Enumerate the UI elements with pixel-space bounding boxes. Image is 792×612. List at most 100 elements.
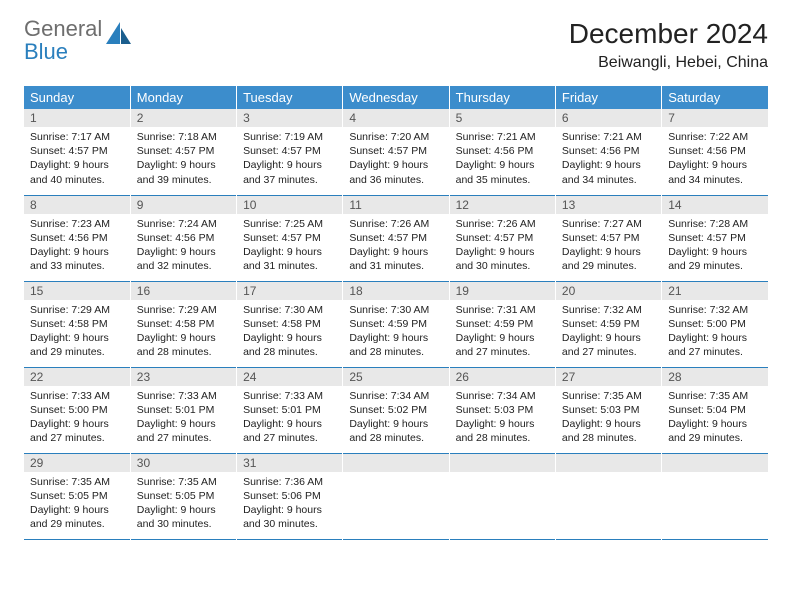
empty-day-bar — [450, 454, 555, 472]
sunrise-line: Sunrise: 7:26 AM — [349, 217, 442, 231]
logo-sail-icon — [106, 22, 132, 49]
month-title: December 2024 — [569, 18, 768, 50]
sunset-line: Sunset: 4:56 PM — [30, 231, 124, 245]
calendar-week-row: 1Sunrise: 7:17 AMSunset: 4:57 PMDaylight… — [24, 109, 768, 195]
sunrise-line: Sunrise: 7:17 AM — [30, 130, 124, 144]
calendar-day-cell: 13Sunrise: 7:27 AMSunset: 4:57 PMDayligh… — [555, 195, 661, 281]
calendar-table: Sunday Monday Tuesday Wednesday Thursday… — [24, 86, 768, 540]
day-details: Sunrise: 7:33 AMSunset: 5:00 PMDaylight:… — [24, 386, 130, 450]
day-details: Sunrise: 7:26 AMSunset: 4:57 PMDaylight:… — [450, 214, 555, 278]
calendar-day-cell — [449, 453, 555, 539]
daylight-line-1: Daylight: 9 hours — [562, 417, 655, 431]
sunrise-line: Sunrise: 7:33 AM — [137, 389, 230, 403]
daylight-line-2: and 37 minutes. — [243, 173, 336, 187]
sunset-line: Sunset: 4:56 PM — [137, 231, 230, 245]
day-details: Sunrise: 7:35 AMSunset: 5:03 PMDaylight:… — [556, 386, 661, 450]
calendar-day-cell: 26Sunrise: 7:34 AMSunset: 5:03 PMDayligh… — [449, 367, 555, 453]
weekday-monday: Monday — [130, 86, 236, 109]
day-details: Sunrise: 7:32 AMSunset: 4:59 PMDaylight:… — [556, 300, 661, 364]
day-details: Sunrise: 7:23 AMSunset: 4:56 PMDaylight:… — [24, 214, 130, 278]
daylight-line-1: Daylight: 9 hours — [243, 503, 336, 517]
sunset-line: Sunset: 4:57 PM — [137, 144, 230, 158]
daylight-line-1: Daylight: 9 hours — [243, 245, 336, 259]
day-number: 12 — [450, 196, 555, 214]
sunset-line: Sunset: 4:56 PM — [668, 144, 762, 158]
daylight-line-2: and 27 minutes. — [137, 431, 230, 445]
day-details: Sunrise: 7:26 AMSunset: 4:57 PMDaylight:… — [343, 214, 448, 278]
daylight-line-2: and 27 minutes. — [243, 431, 336, 445]
daylight-line-1: Daylight: 9 hours — [137, 158, 230, 172]
daylight-line-1: Daylight: 9 hours — [137, 417, 230, 431]
daylight-line-1: Daylight: 9 hours — [30, 503, 124, 517]
sunset-line: Sunset: 4:58 PM — [30, 317, 124, 331]
weekday-thursday: Thursday — [449, 86, 555, 109]
daylight-line-1: Daylight: 9 hours — [456, 331, 549, 345]
location-label: Beiwangli, Hebei, China — [569, 54, 768, 72]
day-details: Sunrise: 7:19 AMSunset: 4:57 PMDaylight:… — [237, 127, 342, 191]
sunrise-line: Sunrise: 7:19 AM — [243, 130, 336, 144]
calendar-day-cell: 17Sunrise: 7:30 AMSunset: 4:58 PMDayligh… — [237, 281, 343, 367]
sunset-line: Sunset: 5:03 PM — [562, 403, 655, 417]
sunset-line: Sunset: 5:03 PM — [456, 403, 549, 417]
day-number: 16 — [131, 282, 236, 300]
daylight-line-1: Daylight: 9 hours — [668, 331, 762, 345]
daylight-line-1: Daylight: 9 hours — [456, 158, 549, 172]
empty-day-bar — [343, 454, 448, 472]
calendar-day-cell: 28Sunrise: 7:35 AMSunset: 5:04 PMDayligh… — [662, 367, 768, 453]
sunrise-line: Sunrise: 7:33 AM — [30, 389, 124, 403]
sunrise-line: Sunrise: 7:21 AM — [456, 130, 549, 144]
calendar-day-cell: 18Sunrise: 7:30 AMSunset: 4:59 PMDayligh… — [343, 281, 449, 367]
calendar-day-cell: 19Sunrise: 7:31 AMSunset: 4:59 PMDayligh… — [449, 281, 555, 367]
calendar-day-cell: 7Sunrise: 7:22 AMSunset: 4:56 PMDaylight… — [662, 109, 768, 195]
sunset-line: Sunset: 5:05 PM — [137, 489, 230, 503]
day-details: Sunrise: 7:29 AMSunset: 4:58 PMDaylight:… — [131, 300, 236, 364]
calendar-day-cell: 1Sunrise: 7:17 AMSunset: 4:57 PMDaylight… — [24, 109, 130, 195]
daylight-line-1: Daylight: 9 hours — [30, 158, 124, 172]
calendar-day-cell — [343, 453, 449, 539]
day-number: 19 — [450, 282, 555, 300]
day-details: Sunrise: 7:22 AMSunset: 4:56 PMDaylight:… — [662, 127, 768, 191]
daylight-line-1: Daylight: 9 hours — [668, 417, 762, 431]
day-details: Sunrise: 7:36 AMSunset: 5:06 PMDaylight:… — [237, 472, 342, 536]
day-number: 24 — [237, 368, 342, 386]
day-details: Sunrise: 7:33 AMSunset: 5:01 PMDaylight:… — [131, 386, 236, 450]
sunrise-line: Sunrise: 7:34 AM — [349, 389, 442, 403]
daylight-line-1: Daylight: 9 hours — [30, 417, 124, 431]
day-details: Sunrise: 7:17 AMSunset: 4:57 PMDaylight:… — [24, 127, 130, 191]
daylight-line-2: and 34 minutes. — [668, 173, 762, 187]
sunset-line: Sunset: 5:06 PM — [243, 489, 336, 503]
daylight-line-2: and 36 minutes. — [349, 173, 442, 187]
daylight-line-2: and 29 minutes. — [562, 259, 655, 273]
day-number: 5 — [450, 109, 555, 127]
calendar-day-cell: 27Sunrise: 7:35 AMSunset: 5:03 PMDayligh… — [555, 367, 661, 453]
daylight-line-1: Daylight: 9 hours — [562, 245, 655, 259]
sunrise-line: Sunrise: 7:31 AM — [456, 303, 549, 317]
weekday-saturday: Saturday — [662, 86, 768, 109]
weekday-wednesday: Wednesday — [343, 86, 449, 109]
calendar-day-cell: 22Sunrise: 7:33 AMSunset: 5:00 PMDayligh… — [24, 367, 130, 453]
daylight-line-2: and 30 minutes. — [456, 259, 549, 273]
day-number: 6 — [556, 109, 661, 127]
day-details: Sunrise: 7:34 AMSunset: 5:03 PMDaylight:… — [450, 386, 555, 450]
weekday-header-row: Sunday Monday Tuesday Wednesday Thursday… — [24, 86, 768, 109]
calendar-day-cell: 8Sunrise: 7:23 AMSunset: 4:56 PMDaylight… — [24, 195, 130, 281]
sunrise-line: Sunrise: 7:32 AM — [668, 303, 762, 317]
calendar-day-cell: 11Sunrise: 7:26 AMSunset: 4:57 PMDayligh… — [343, 195, 449, 281]
sunrise-line: Sunrise: 7:35 AM — [30, 475, 124, 489]
day-number: 31 — [237, 454, 342, 472]
day-number: 4 — [343, 109, 448, 127]
day-details: Sunrise: 7:33 AMSunset: 5:01 PMDaylight:… — [237, 386, 342, 450]
calendar-day-cell: 21Sunrise: 7:32 AMSunset: 5:00 PMDayligh… — [662, 281, 768, 367]
calendar-day-cell: 30Sunrise: 7:35 AMSunset: 5:05 PMDayligh… — [130, 453, 236, 539]
day-details: Sunrise: 7:29 AMSunset: 4:58 PMDaylight:… — [24, 300, 130, 364]
daylight-line-2: and 28 minutes. — [349, 345, 442, 359]
day-number: 23 — [131, 368, 236, 386]
day-details: Sunrise: 7:28 AMSunset: 4:57 PMDaylight:… — [662, 214, 768, 278]
day-number: 13 — [556, 196, 661, 214]
daylight-line-2: and 28 minutes. — [349, 431, 442, 445]
day-details: Sunrise: 7:30 AMSunset: 4:59 PMDaylight:… — [343, 300, 448, 364]
day-details: Sunrise: 7:30 AMSunset: 4:58 PMDaylight:… — [237, 300, 342, 364]
calendar-day-cell: 16Sunrise: 7:29 AMSunset: 4:58 PMDayligh… — [130, 281, 236, 367]
calendar-day-cell: 31Sunrise: 7:36 AMSunset: 5:06 PMDayligh… — [237, 453, 343, 539]
calendar-day-cell: 5Sunrise: 7:21 AMSunset: 4:56 PMDaylight… — [449, 109, 555, 195]
